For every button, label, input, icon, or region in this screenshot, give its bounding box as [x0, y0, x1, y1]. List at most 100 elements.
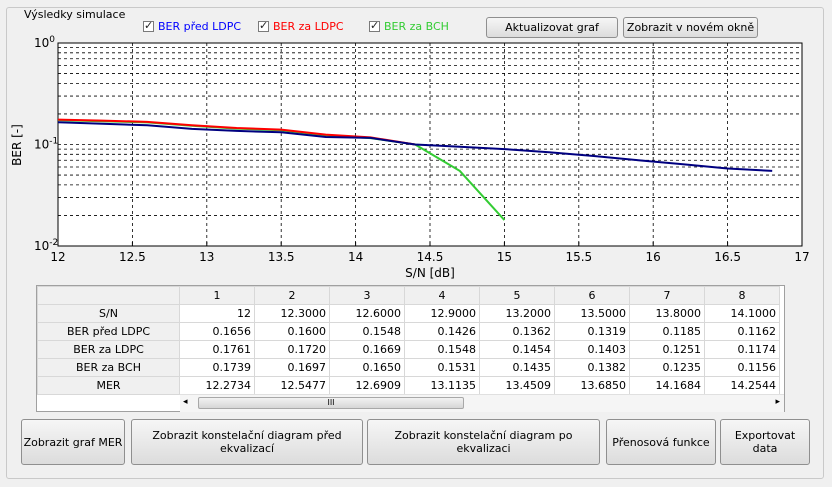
y-tick-label: 10-1	[34, 137, 58, 152]
table-cell[interactable]: 13.6850	[554, 376, 630, 395]
x-tick-label: 13.5	[268, 250, 295, 264]
update-graph-button[interactable]: Aktualizovat graf	[486, 17, 618, 38]
table-cell[interactable]: 0.1669	[329, 340, 405, 359]
table-cell[interactable]: 0.1382	[554, 358, 630, 377]
scroll-right-icon[interactable]: ▸	[775, 397, 780, 407]
show-constellation-before-eq-button[interactable]: Zobrazit konstelační diagram před ekvali…	[131, 419, 363, 465]
x-tick-label: 15.5	[565, 250, 592, 264]
ber-chart: 12 12.5 13 13.5 14 14.5 15 15.5 16 16.5 17 100 10-1…	[10, 35, 810, 280]
table-cell[interactable]: 0.1761	[179, 340, 255, 359]
x-tick-label: 14.5	[417, 250, 444, 264]
column-header[interactable]: 8	[704, 286, 780, 305]
export-data-button[interactable]: Exportovat data	[720, 419, 810, 465]
open-new-window-button[interactable]: Zobrazit v novém okně	[623, 17, 758, 38]
series-line-ber-za-ldpc	[57, 118, 416, 146]
table-cell[interactable]: 12	[179, 304, 255, 323]
table-cell[interactable]: 0.1185	[629, 322, 705, 341]
scroll-thumb[interactable]: III	[198, 397, 464, 409]
table-cell[interactable]: 12.6000	[329, 304, 405, 323]
column-header[interactable]: 6	[554, 286, 630, 305]
column-header[interactable]: 7	[629, 286, 705, 305]
x-tick-label: 16	[646, 250, 661, 264]
table-cell[interactable]: 13.5000	[554, 304, 630, 323]
table-row: S/N 12 12.3000 12.6000 12.9000 13.2000 13.5000…	[37, 304, 780, 323]
scroll-grip: III	[327, 398, 335, 407]
column-header[interactable]: 3	[329, 286, 405, 305]
table-cell[interactable]: 0.1362	[479, 322, 555, 341]
table-cell[interactable]: 13.2000	[479, 304, 555, 323]
x-tick-label: 13	[199, 250, 214, 264]
row-header[interactable]: MER	[37, 376, 180, 395]
table-cell[interactable]: 0.1435	[479, 358, 555, 377]
y-axis-label: BER [-]	[10, 124, 24, 166]
show-constellation-after-eq-button[interactable]: Zobrazit konstelační diagram po ekvaliza…	[367, 419, 600, 465]
row-header[interactable]: BER za BCH	[37, 358, 180, 377]
x-tick-label: 12.5	[119, 250, 146, 264]
column-header[interactable]: 4	[404, 286, 480, 305]
y-tick-label: 100	[34, 35, 55, 50]
table-corner	[37, 286, 180, 305]
table-cell[interactable]: 0.1319	[554, 322, 630, 341]
table-cell[interactable]: 0.1174	[704, 340, 780, 359]
table-row: BER před LDPC 0.1656 0.1600 0.1548 0.1426 0.1…	[37, 322, 780, 341]
table-cell[interactable]: 14.1000	[704, 304, 780, 323]
table-cell[interactable]: 13.1135	[404, 376, 480, 395]
table-cell[interactable]: 14.1684	[629, 376, 705, 395]
checkbox-label: BER za LDPC	[273, 20, 344, 33]
table-cell[interactable]: 0.1548	[329, 322, 405, 341]
table-cell[interactable]: 0.1720	[254, 340, 330, 359]
checkbox-box[interactable]	[369, 19, 380, 32]
scroll-left-icon[interactable]: ◂	[183, 397, 188, 407]
table-cell[interactable]: 0.1656	[179, 322, 255, 341]
table-cell[interactable]: 0.1426	[404, 322, 480, 341]
table-cell[interactable]: 12.5477	[254, 376, 330, 395]
table-cell[interactable]: 0.1650	[329, 358, 405, 377]
panel-title: Výsledky simulace	[21, 8, 129, 21]
horizontal-scrollbar[interactable]: ◂ III ▸	[180, 394, 784, 412]
checkbox-ber-za-bch[interactable]: BER za BCH	[369, 19, 449, 33]
table-cell[interactable]: 0.1162	[704, 322, 780, 341]
checkbox-ber-pred-ldpc[interactable]: BER před LDPC	[143, 19, 242, 33]
x-tick-label: 15	[497, 250, 512, 264]
table-cell[interactable]: 12.2734	[179, 376, 255, 395]
table-cell[interactable]: 0.1156	[704, 358, 780, 377]
table-cell[interactable]: 0.1600	[254, 322, 330, 341]
checkbox-ber-za-ldpc[interactable]: BER za LDPC	[258, 19, 344, 33]
column-header[interactable]: 2	[254, 286, 330, 305]
table-cell[interactable]: 12.3000	[254, 304, 330, 323]
x-tick-label: 12	[50, 250, 65, 264]
show-mer-graph-button[interactable]: Zobrazit graf MER	[21, 419, 125, 465]
table-cell[interactable]: 0.1235	[629, 358, 705, 377]
checkbox-box[interactable]	[143, 19, 154, 32]
table-row: BER za BCH 0.1739 0.1697 0.1650 0.1531 0.1435…	[37, 358, 780, 377]
table-cell[interactable]: 13.8000	[629, 304, 705, 323]
checkbox-label: BER za BCH	[384, 20, 449, 33]
transfer-function-button[interactable]: Přenosová funkce	[606, 419, 716, 465]
table-cell[interactable]: 0.1548	[404, 340, 480, 359]
column-header[interactable]: 5	[479, 286, 555, 305]
checkbox-label: BER před LDPC	[158, 20, 242, 33]
x-tick-label: 16.5	[714, 250, 741, 264]
table-row: BER za LDPC 0.1761 0.1720 0.1669 0.1548 0.145…	[37, 340, 780, 359]
table-cell[interactable]: 13.4509	[479, 376, 555, 395]
column-header[interactable]: 1	[179, 286, 255, 305]
table-cell[interactable]: 12.9000	[404, 304, 480, 323]
results-panel: Výsledky simulace	[6, 7, 824, 479]
table-cell[interactable]: 0.1739	[179, 358, 255, 377]
x-axis-label: S/N [dB]	[405, 266, 455, 280]
row-header[interactable]: BER před LDPC	[37, 322, 180, 341]
series-line-ber-před-ldpc	[57, 121, 773, 172]
table-row: MER 12.2734 12.5477 12.6909 13.1135 13.4509 13…	[37, 376, 780, 395]
table-cell[interactable]: 0.1454	[479, 340, 555, 359]
x-tick-label: 14	[348, 250, 363, 264]
table-cell[interactable]: 0.1251	[629, 340, 705, 359]
table-cell[interactable]: 0.1403	[554, 340, 630, 359]
table-cell[interactable]: 12.6909	[329, 376, 405, 395]
checkbox-box[interactable]	[258, 19, 269, 32]
table-cell[interactable]: 0.1697	[254, 358, 330, 377]
row-header[interactable]: BER za LDPC	[37, 340, 180, 359]
results-table[interactable]: 1 2 3 4 5 6 7 8 S/N 12 12.3000 12.6000 12.9000 13.200…	[36, 285, 785, 412]
table-cell[interactable]: 14.2544	[704, 376, 780, 395]
table-cell[interactable]: 0.1531	[404, 358, 480, 377]
row-header[interactable]: S/N	[37, 304, 180, 323]
